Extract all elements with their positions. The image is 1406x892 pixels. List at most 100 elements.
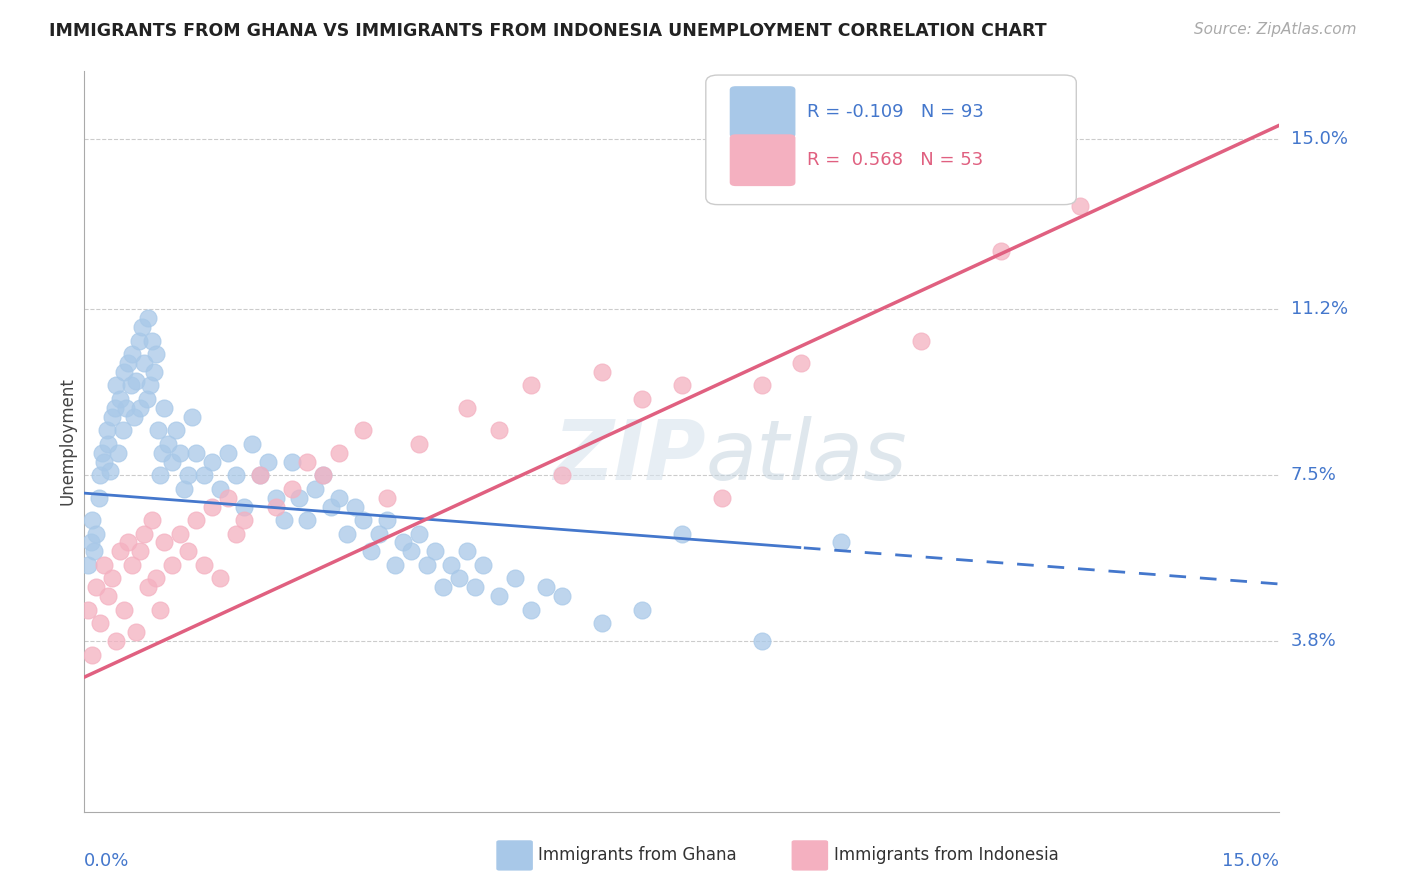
Point [136,580,159,594]
Point [551,468,574,483]
Text: Immigrants from Ghana: Immigrants from Ghana [538,847,737,864]
Point [297,455,319,469]
Point [80,535,103,549]
Point [503,571,526,585]
Point [135,392,157,406]
Point [384,558,406,572]
Point [105,634,128,648]
Point [631,392,654,406]
Point [344,500,367,514]
Point [117,535,139,549]
Point [149,603,172,617]
FancyBboxPatch shape [730,135,796,186]
Point [751,378,773,392]
Point [408,437,430,451]
Point [97,437,120,451]
Point [104,401,127,415]
FancyBboxPatch shape [730,87,796,138]
Point [471,558,494,572]
Point [145,347,167,361]
Point [399,544,422,558]
Point [125,374,148,388]
Point [169,446,191,460]
Point [184,513,207,527]
Point [217,491,239,505]
Point [225,526,247,541]
Point [101,409,124,424]
Point [551,590,574,604]
Point [312,468,335,483]
Point [129,544,152,558]
Point [122,409,145,424]
Point [423,544,446,558]
Point [173,482,195,496]
Point [132,526,156,541]
Point [990,244,1012,258]
Point [830,535,852,549]
Point [120,378,142,392]
Point [177,468,200,483]
Point [208,571,231,585]
Text: 0.0%: 0.0% [84,853,129,871]
Point [631,603,654,617]
Point [910,334,932,348]
Text: Source: ZipAtlas.com: Source: ZipAtlas.com [1194,22,1357,37]
Point [328,491,350,505]
Point [97,590,120,604]
FancyBboxPatch shape [706,75,1077,204]
Point [114,401,136,415]
Point [304,482,326,496]
Point [591,365,613,379]
Point [193,468,215,483]
Point [157,437,180,451]
Point [249,468,271,483]
Point [77,603,100,617]
Point [751,634,773,648]
Text: 7.5%: 7.5% [1291,467,1337,484]
Point [464,580,486,594]
Point [93,558,115,572]
Point [256,455,278,469]
Point [249,468,271,483]
Point [101,571,124,585]
Point [153,535,176,549]
Point [110,392,132,406]
Point [352,423,374,437]
Point [280,455,302,469]
Point [86,580,108,594]
Point [232,513,254,527]
Point [208,482,231,496]
Point [312,468,335,483]
Point [132,356,156,370]
Text: 15.0%: 15.0% [1222,853,1279,871]
Point [360,544,382,558]
Point [790,356,813,370]
Point [416,558,439,572]
Point [232,500,254,514]
Point [138,378,160,392]
Point [121,558,143,572]
Text: R =  0.568   N = 53: R = 0.568 N = 53 [807,152,984,169]
Point [86,526,108,541]
Point [456,544,478,558]
Text: 11.2%: 11.2% [1291,301,1348,318]
Point [128,334,150,348]
Point [111,423,134,437]
Point [90,446,112,460]
Text: 3.8%: 3.8% [1291,632,1336,650]
Point [89,468,111,483]
Text: IMMIGRANTS FROM GHANA VS IMMIGRANTS FROM INDONESIA UNEMPLOYMENT CORRELATION CHAR: IMMIGRANTS FROM GHANA VS IMMIGRANTS FROM… [49,22,1047,40]
Point [87,491,110,505]
Point [488,423,510,437]
Point [536,580,558,594]
Point [145,571,167,585]
Point [165,423,187,437]
Point [146,423,169,437]
Point [280,482,302,496]
Point [136,311,159,326]
Point [82,648,104,662]
Point [131,320,153,334]
Point [297,513,319,527]
Point [77,558,100,572]
Point [125,625,148,640]
